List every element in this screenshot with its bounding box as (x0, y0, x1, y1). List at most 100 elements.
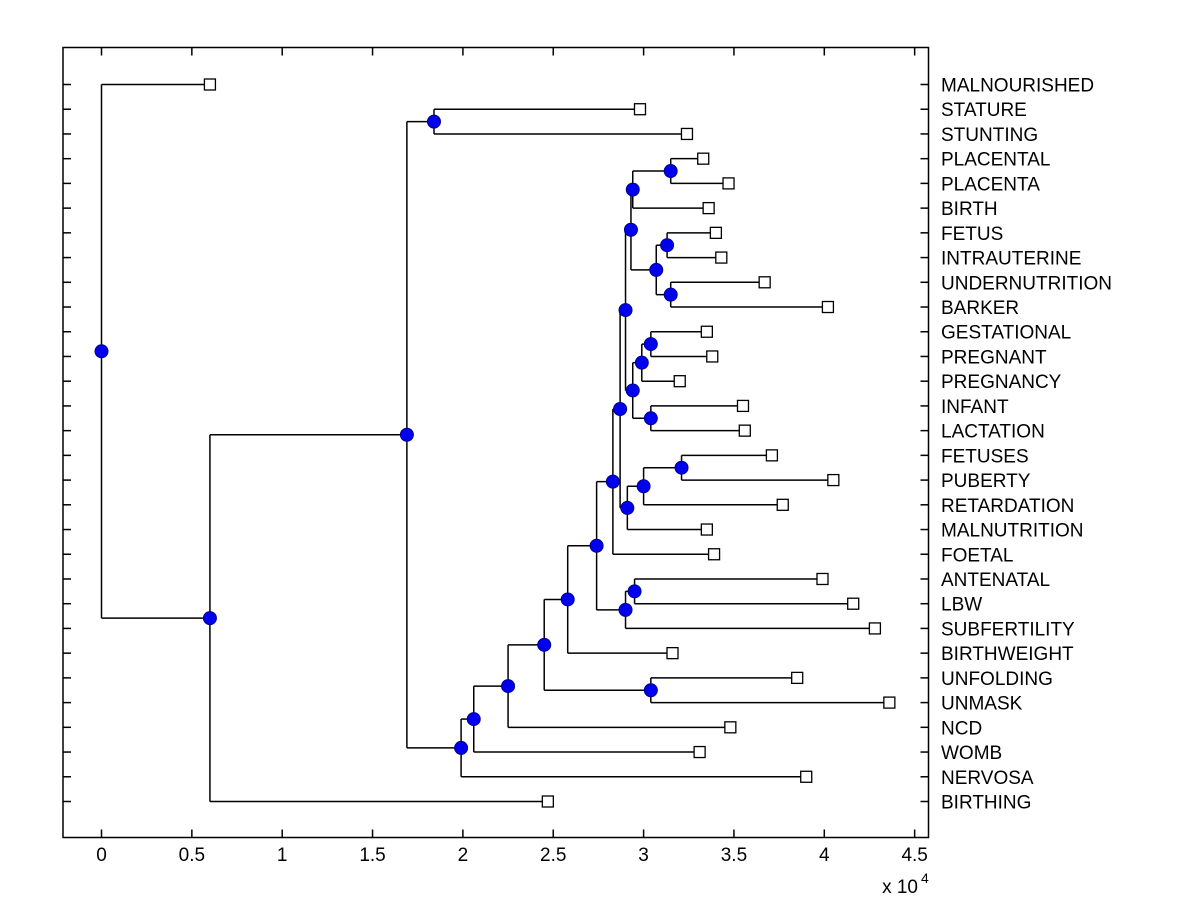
leaf-marker-square (724, 721, 737, 734)
internal-node-marker (618, 303, 633, 318)
internal-node-marker (634, 355, 649, 370)
internal-node-marker (674, 460, 689, 475)
leaf-label: LACTATION (941, 422, 1045, 443)
leaf-label: WOMB (941, 743, 1002, 764)
leaf-label: BIRTHING (941, 792, 1031, 813)
x-axis-tick-label: 1.5 (359, 845, 385, 866)
internal-node-marker (605, 474, 620, 489)
leaf-marker-square (738, 424, 751, 437)
leaf-marker-square (680, 127, 694, 141)
leaf-label: PUBERTY (941, 471, 1031, 492)
x-axis-tick-label: 1 (277, 845, 288, 866)
leaf-marker-square (868, 622, 882, 635)
internal-node-marker (625, 182, 640, 197)
leaf-marker-square (666, 647, 679, 660)
leaf-label: MALNUTRITION (941, 521, 1084, 542)
plot-border (62, 46, 930, 839)
leaf-label: RETARDATION (941, 496, 1074, 517)
leaf-marker-square (673, 375, 686, 388)
leaf-marker-square (707, 548, 721, 561)
leaf-marker-square (722, 177, 735, 190)
internal-node-marker (589, 538, 604, 553)
leaf-label: FETUSES (941, 446, 1029, 467)
leaf-label: STATURE (941, 100, 1027, 121)
leaf-marker-square (847, 597, 860, 610)
leaf-marker-square (700, 523, 713, 536)
internal-node-marker (399, 427, 414, 442)
internal-node-marker (625, 383, 640, 398)
leaf-marker-square (706, 350, 719, 363)
leaf-marker-square (791, 671, 804, 685)
internal-node-marker (94, 344, 109, 359)
x-axis-tick-label: 3 (638, 845, 649, 866)
x-axis-tick-label: 2 (458, 845, 469, 866)
leaf-label: BIRTHWEIGHT (941, 644, 1074, 665)
x-axis-tick-label: 3.5 (721, 845, 747, 866)
leaf-marker-square (736, 399, 750, 413)
leaf-marker-square (821, 300, 835, 314)
internal-node-marker (627, 584, 642, 599)
internal-node-marker (613, 402, 628, 417)
leaf-marker-square (633, 103, 647, 116)
leaf-label: MALNOURISHED (941, 76, 1094, 97)
leaf-label: PLACENTA (941, 174, 1040, 195)
leaf-marker-square (827, 473, 840, 487)
internal-node-marker (620, 500, 635, 515)
leaf-label: FOETAL (941, 545, 1014, 566)
internal-node-marker (202, 611, 217, 626)
internal-node-marker (537, 637, 552, 652)
leaf-label: INTRAUTERINE (941, 249, 1081, 270)
leaf-label: STUNTING (941, 125, 1038, 146)
internal-node-marker (623, 222, 638, 237)
leaf-label: FETUS (941, 224, 1003, 245)
leaf-marker-square (700, 325, 713, 338)
labels-layer: 0 0.5 1 1.5 2 2.5 3 3.5 4 4.5 MALNOURISHED STATURE S… (96, 76, 1112, 867)
x-axis-tick-label: 4.5 (901, 845, 927, 866)
leaf-marker-square (541, 795, 554, 808)
leaf-label: NERVOSA (941, 768, 1034, 789)
leaf-marker-square (702, 201, 715, 215)
leaf-label: UNMASK (941, 694, 1023, 715)
x-axis-tick-label: 0.5 (179, 845, 205, 866)
markers-layer (94, 78, 896, 808)
internal-node-marker (663, 164, 678, 179)
x-axis-tick-label: 0 (96, 845, 107, 866)
internal-node-marker (466, 712, 481, 727)
leaf-label: PREGNANT (941, 347, 1047, 368)
internal-node-marker (643, 337, 658, 352)
leaf-label: UNDERNUTRITION (941, 273, 1112, 294)
leaf-marker-square (883, 696, 896, 709)
leaf-marker-square (715, 251, 728, 264)
internal-node-marker (663, 287, 678, 302)
axes-layer (62, 46, 930, 839)
leaf-label: PREGNANCY (941, 372, 1062, 393)
x-axis-multiplier-base: x 10 (882, 877, 918, 898)
internal-node-marker (660, 238, 675, 253)
x-axis-tick-label: 2.5 (540, 845, 566, 866)
internal-node-marker (426, 114, 441, 129)
leaf-label: NCD (941, 718, 982, 739)
leaf-marker-square (816, 572, 829, 586)
leaf-label: BARKER (941, 298, 1019, 319)
leaf-label: ANTENATAL (941, 570, 1050, 591)
internal-node-marker (560, 592, 575, 607)
leaf-marker-square (776, 498, 789, 511)
internal-node-marker (501, 679, 516, 694)
leaf-marker-square (693, 745, 706, 759)
leaf-label: BIRTH (941, 199, 998, 220)
leaf-marker-square (800, 770, 813, 783)
leaf-marker-square (697, 152, 710, 165)
leaf-marker-square (203, 78, 217, 91)
x-axis-tick-label: 4 (819, 845, 830, 866)
internal-node-marker (643, 683, 658, 698)
leaf-label: UNFOLDING (941, 669, 1053, 690)
leaf-label: PLACENTAL (941, 150, 1050, 171)
leaf-marker-square (765, 449, 779, 462)
leaf-marker-square (709, 226, 723, 239)
internal-node-marker (643, 411, 658, 426)
x-axis-multiplier-exponent: 4 (921, 870, 929, 886)
internal-node-marker (649, 262, 664, 277)
branch-lines-layer (100, 83, 890, 803)
